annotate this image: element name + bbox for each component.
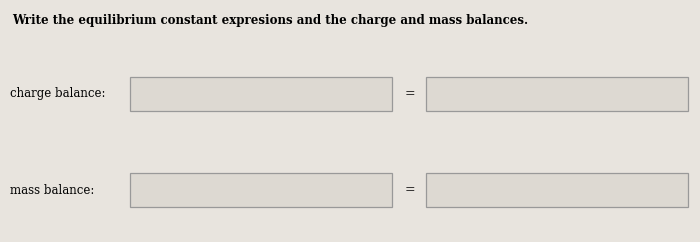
- Text: =: =: [405, 183, 415, 197]
- Bar: [426, 173, 688, 207]
- Text: Write the equilibrium constant expresions and the charge and mass balances.: Write the equilibrium constant expresion…: [12, 14, 528, 27]
- Text: mass balance:: mass balance:: [10, 183, 94, 197]
- Bar: [130, 173, 392, 207]
- Text: =: =: [405, 88, 415, 100]
- Text: charge balance:: charge balance:: [10, 88, 106, 100]
- Bar: [130, 77, 392, 111]
- Bar: [426, 77, 688, 111]
